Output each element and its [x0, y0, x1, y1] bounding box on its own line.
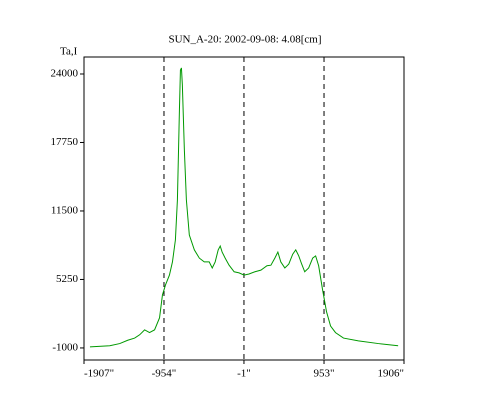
y-axis-label: Ta,I — [60, 46, 78, 58]
y-tick-label: 11500 — [51, 204, 79, 216]
x-tick-label: -954" — [152, 368, 177, 380]
x-tick-label: -1" — [237, 368, 251, 380]
y-tick-label: 24000 — [51, 68, 79, 80]
y-tick-label: -1000 — [52, 341, 78, 353]
y-tick-label: 5250 — [56, 273, 79, 285]
y-tick-label: 17750 — [51, 136, 79, 148]
x-tick-label: 1906" — [378, 368, 405, 380]
x-tick-label: 953" — [314, 368, 335, 380]
x-tick-label: -1907" — [84, 368, 114, 380]
data-line — [89, 67, 399, 348]
chart-title: SUN_A-20: 2002-09-08: 4.08[cm] — [168, 34, 321, 46]
